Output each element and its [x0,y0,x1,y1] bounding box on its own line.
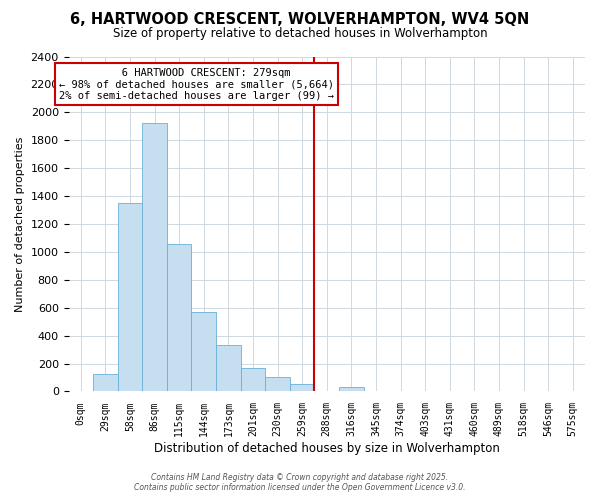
Bar [241,368,265,392]
Text: 6 HARTWOOD CRESCENT: 279sqm
← 98% of detached houses are smaller (5,664)
2% of s: 6 HARTWOOD CRESCENT: 279sqm ← 98% of det… [59,68,334,101]
Text: 6, HARTWOOD CRESCENT, WOLVERHAMPTON, WV4 5QN: 6, HARTWOOD CRESCENT, WOLVERHAMPTON, WV4… [70,12,530,28]
Bar [93,374,118,392]
Bar [216,344,241,392]
Bar [118,203,142,392]
Text: Size of property relative to detached houses in Wolverhampton: Size of property relative to detached ho… [113,28,487,40]
Text: Contains HM Land Registry data © Crown copyright and database right 2025.
Contai: Contains HM Land Registry data © Crown c… [134,473,466,492]
Bar [265,377,290,392]
Bar [167,244,191,392]
Bar [142,124,167,392]
Bar [191,312,216,392]
Bar [339,388,364,392]
Y-axis label: Number of detached properties: Number of detached properties [15,136,25,312]
Bar [290,384,314,392]
X-axis label: Distribution of detached houses by size in Wolverhampton: Distribution of detached houses by size … [154,442,500,455]
